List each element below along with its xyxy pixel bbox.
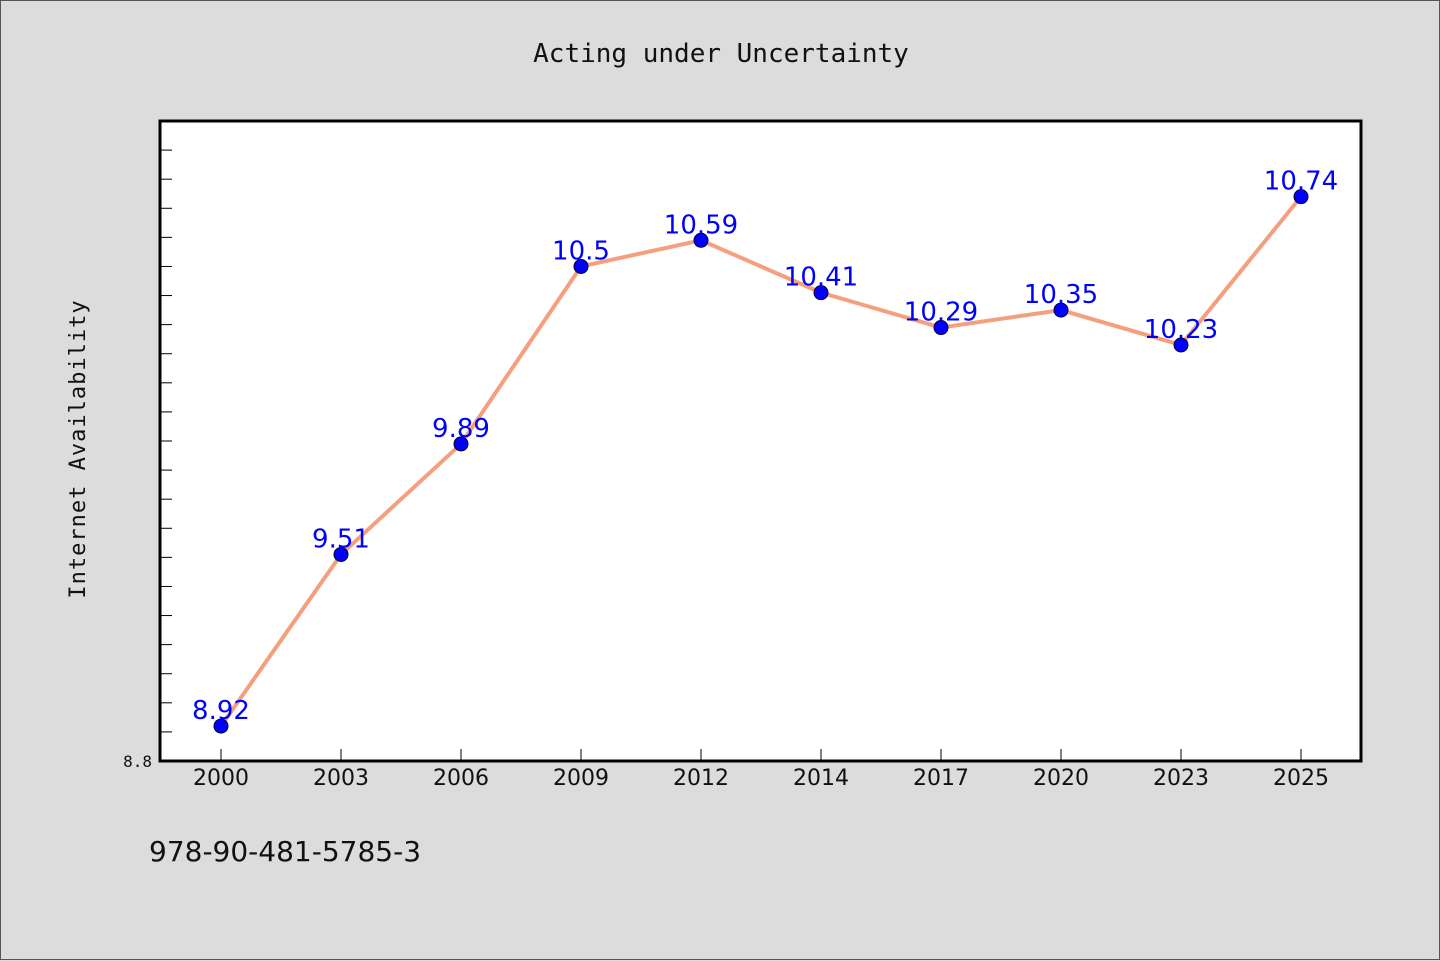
data-label: 9.89 [432, 414, 490, 444]
data-label: 10.29 [904, 298, 978, 328]
x-axis: 2000 2003 2006 2009 2012 2014 2017 2020 2023 2025 [193, 749, 1329, 791]
x-tick-label: 2003 [313, 766, 369, 791]
x-tick-label: 2000 [193, 766, 249, 791]
x-tick-label: 2014 [793, 766, 849, 791]
data-point [813, 285, 829, 301]
data-label: 10.5 [552, 236, 610, 266]
data-label: 8.92 [192, 696, 250, 726]
data-point [333, 546, 349, 562]
x-tick-label: 2006 [433, 766, 489, 791]
x-tick-label: 2020 [1033, 766, 1089, 791]
data-point [1173, 337, 1189, 353]
plot-area [158, 119, 1363, 763]
x-tick-label: 2009 [553, 766, 609, 791]
data-point [573, 258, 589, 274]
y-tick-label: 8.8 [123, 752, 152, 771]
x-tick-label: 2025 [1273, 766, 1329, 791]
chart-title: Acting under Uncertainty [533, 39, 909, 69]
x-tick-label: 2023 [1153, 766, 1209, 791]
data-label: 10.41 [784, 263, 858, 293]
data-point [1293, 189, 1309, 205]
data-label: 10.59 [664, 210, 738, 240]
y-axis-label: Internet Availability [66, 299, 91, 598]
isbn-text: 978-90-481-5785-3 [149, 835, 422, 868]
data-point [933, 320, 949, 336]
data-label: 9.51 [312, 524, 370, 554]
data-label: 10.35 [1024, 280, 1098, 310]
x-tick-label: 2012 [673, 766, 729, 791]
data-label: 10.74 [1264, 167, 1338, 197]
series-line [219, 194, 1303, 729]
data-point [453, 436, 469, 452]
data-point [693, 232, 709, 248]
y-axis: 8.8 [123, 120, 172, 771]
data-point [213, 718, 229, 734]
series-layer: 8.92 9.51 9.89 10.5 10.59 10.41 10.29 10.35 10.2… [192, 167, 1338, 734]
data-label: 10.23 [1144, 315, 1218, 345]
data-point [1053, 302, 1069, 318]
x-tick-label: 2017 [913, 766, 969, 791]
